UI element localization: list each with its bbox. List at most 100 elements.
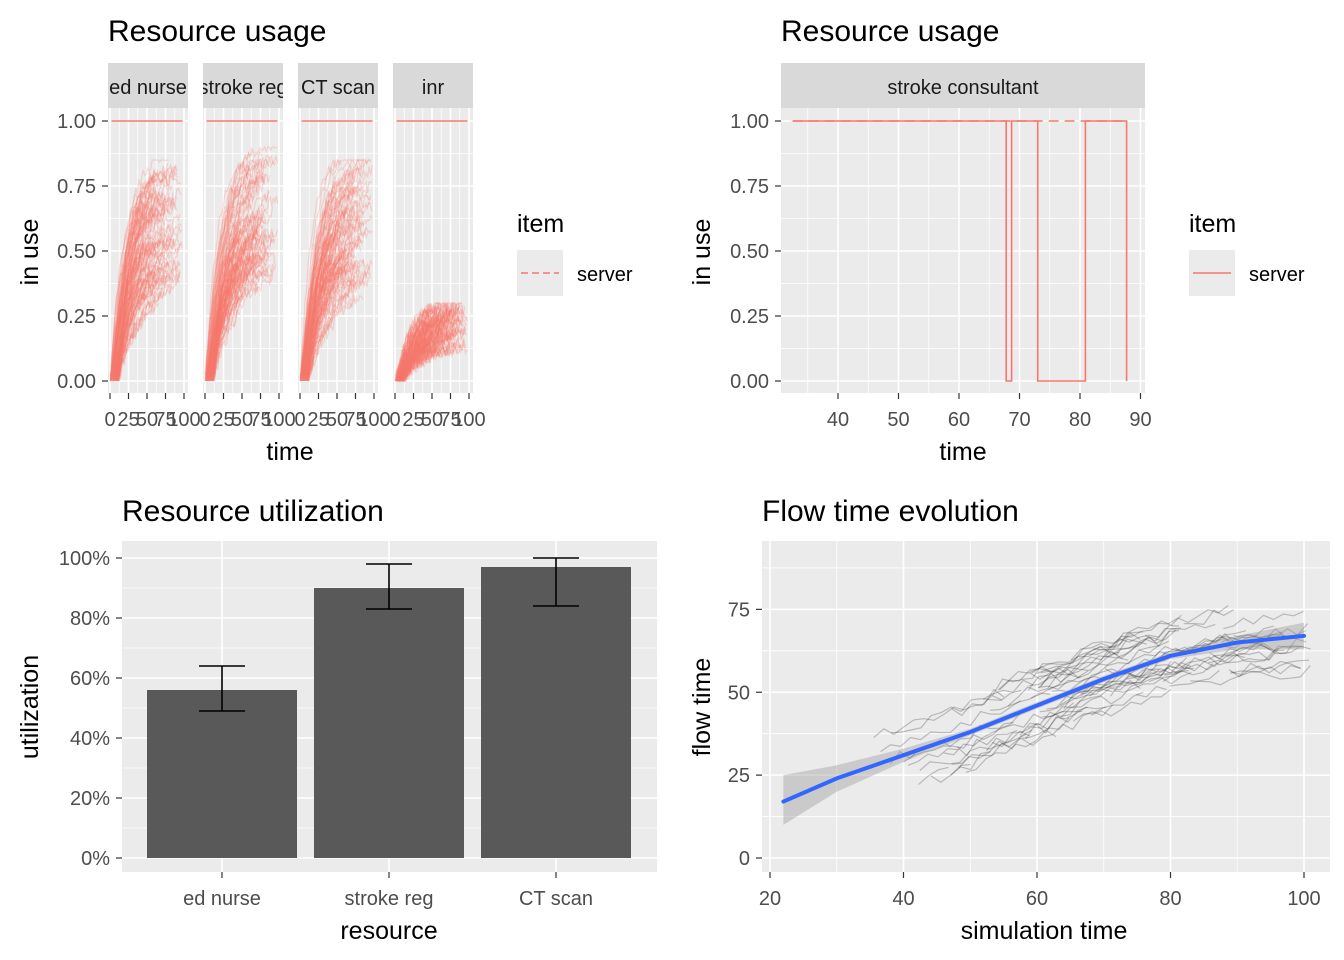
smooth-trend-line <box>781 633 1306 804</box>
replica-trace <box>1028 651 1120 687</box>
replica-trace <box>111 274 143 375</box>
replica-trace <box>114 292 156 375</box>
replica-trace <box>395 329 455 381</box>
replica-trace <box>1025 706 1106 740</box>
replica-trace <box>210 268 236 382</box>
replica-trace <box>209 175 237 381</box>
replica-trace <box>399 310 460 380</box>
replica-trace <box>308 262 348 381</box>
replica-trace <box>1104 633 1236 676</box>
facet-strip-clip: stroke reg <box>203 77 283 99</box>
replica-trace <box>989 692 1051 711</box>
replica-trace <box>396 302 442 382</box>
replica-trace <box>300 228 339 379</box>
replica-trace <box>207 244 267 381</box>
replica-trace <box>206 230 241 379</box>
replica-trace <box>1007 668 1089 707</box>
replica-trace <box>117 292 146 378</box>
replica-trace <box>308 226 367 382</box>
replica-trace <box>116 237 173 377</box>
replica-trace <box>118 183 157 382</box>
replica-trace <box>304 270 341 375</box>
replica-trace <box>300 177 339 378</box>
replica-trace <box>308 191 360 382</box>
replica-trace <box>399 304 464 382</box>
replica-trace <box>398 335 435 382</box>
replica-trace <box>117 294 148 382</box>
replica-trace <box>943 702 1075 756</box>
replica-trace <box>930 763 971 784</box>
replica-trace <box>304 285 331 379</box>
replica-trace <box>299 235 338 382</box>
replica-trace <box>1051 668 1122 694</box>
replica-trace <box>111 266 181 378</box>
replica-trace <box>117 266 181 378</box>
replica-trace <box>307 206 347 382</box>
replica-trace <box>204 231 240 378</box>
replica-trace <box>209 266 239 382</box>
replica-trace <box>301 242 362 382</box>
replica-trace <box>398 330 443 382</box>
x-tick-label: 75 <box>344 409 366 431</box>
replica-trace <box>305 273 353 382</box>
replica-trace <box>401 335 465 382</box>
replica-trace <box>890 689 1022 734</box>
replica-trace <box>110 264 171 381</box>
replica-trace <box>112 205 166 380</box>
replica-trace <box>302 233 340 375</box>
replica-trace <box>300 234 364 382</box>
replica-trace <box>212 295 244 382</box>
replica-trace <box>1048 640 1169 691</box>
replica-trace <box>1046 657 1188 710</box>
facet-strip <box>393 63 473 108</box>
replica-trace <box>300 220 366 375</box>
replica-trace <box>1029 632 1141 680</box>
replica-trace <box>112 211 148 380</box>
replica-trace <box>115 197 169 376</box>
replica-trace <box>1213 642 1304 657</box>
replica-trace <box>213 238 250 377</box>
x-tick-label: stroke reg <box>345 888 434 910</box>
replica-trace <box>397 329 465 382</box>
replica-trace <box>204 192 246 375</box>
replica-trace <box>397 325 443 382</box>
replica-traces <box>204 145 279 382</box>
replica-trace <box>117 205 140 382</box>
replica-trace <box>117 279 149 382</box>
replica-trace <box>396 329 456 381</box>
replica-trace <box>114 307 156 382</box>
bar-ed-nurse <box>147 690 297 858</box>
replica-trace <box>396 308 457 382</box>
replica-trace <box>401 316 452 382</box>
replica-trace <box>919 730 1031 771</box>
replica-trace <box>394 341 456 383</box>
replica-trace <box>205 263 274 382</box>
replica-trace <box>402 326 442 382</box>
replica-trace <box>110 235 175 382</box>
x-tick-label: 60 <box>948 409 970 431</box>
replica-trace <box>302 225 373 382</box>
replica-trace <box>306 258 366 378</box>
replica-trace <box>110 197 160 378</box>
replica-trace <box>208 184 239 376</box>
replica-trace <box>397 347 430 382</box>
replica-trace <box>206 260 248 382</box>
replica-trace <box>110 250 142 382</box>
replica-trace <box>873 688 1005 739</box>
replica-trace <box>110 260 181 382</box>
replica-trace <box>208 238 275 378</box>
replica-trace <box>399 326 444 382</box>
replica-trace <box>398 352 431 382</box>
replica-trace <box>1144 623 1216 642</box>
replica-trace <box>400 334 428 376</box>
replica-trace <box>999 668 1050 691</box>
replica-trace <box>400 309 445 382</box>
replica-trace <box>115 276 170 381</box>
replica-trace <box>402 313 445 382</box>
replica-trace <box>205 273 273 382</box>
replica-trace <box>114 238 178 382</box>
replica-trace <box>304 168 358 382</box>
replica-trace <box>212 222 258 382</box>
